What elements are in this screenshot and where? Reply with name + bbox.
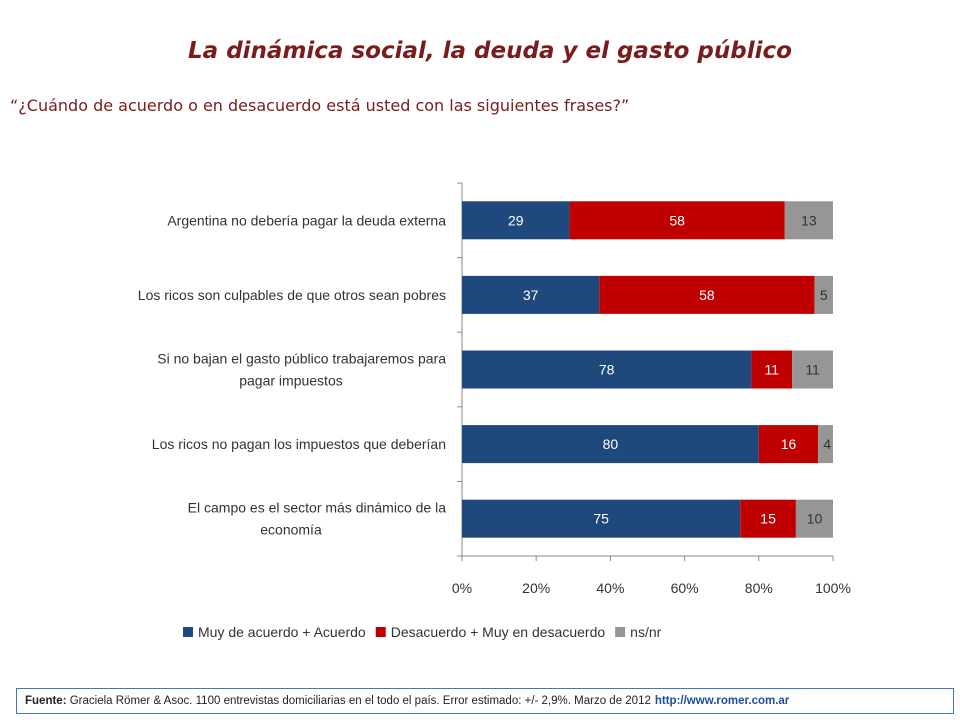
- bar-segment: [462, 201, 570, 240]
- data-label: 11: [805, 362, 820, 378]
- data-label: 29: [508, 212, 524, 228]
- data-label: 75: [593, 511, 609, 527]
- legend-label: Desacuerdo + Muy en desacuerdo: [391, 624, 606, 640]
- stacked-bar-chart: 0% 20% 40% 60% 80% 100% 29 58 13 Argentina no deb…: [138, 182, 851, 640]
- bar-segment: [569, 201, 785, 240]
- footer-text: Graciela Römer & Asoc. 1100 entrevistas …: [69, 695, 651, 707]
- bar-segment: [462, 350, 752, 389]
- legend-label: Muy de acuerdo + Acuerdo: [198, 624, 366, 640]
- category-label: Los ricos no pagan los impuestos que deb…: [152, 436, 446, 452]
- x-tick-label: 80%: [745, 580, 773, 596]
- bar-segment: [814, 275, 833, 314]
- footer-url[interactable]: http://www.romer.com.ar: [654, 695, 790, 707]
- bar-segment: [599, 275, 815, 314]
- x-tick-label: 60%: [671, 580, 699, 596]
- source-footer: Fuente: Graciela Römer & Asoc. 1100 entr…: [16, 688, 954, 714]
- category-label: Argentina no debería pagar la deuda exte…: [167, 212, 446, 228]
- footer-label: Fuente:: [25, 695, 67, 707]
- data-label: 11: [765, 362, 780, 378]
- data-label: 78: [599, 362, 615, 378]
- bar-segment: [462, 425, 759, 464]
- bar-segment: [751, 350, 793, 389]
- x-tick-label: 40%: [596, 580, 624, 596]
- bar-segment: [758, 425, 819, 464]
- bar-segment: [792, 350, 833, 389]
- bar-segment: [818, 425, 833, 464]
- data-label: 80: [603, 436, 619, 452]
- page-title: La dinámica social, la deuda y el gasto …: [188, 38, 792, 64]
- category-label: El campo es el sector más dinámico de la…: [188, 500, 447, 538]
- bar-segment: [462, 499, 741, 538]
- survey-question: “¿Cuándo de acuerdo o en desacuerdo está…: [10, 96, 630, 115]
- data-label: 10: [807, 511, 823, 527]
- data-label: 58: [669, 212, 685, 228]
- data-label: 15: [760, 511, 776, 527]
- bar-segment: [795, 499, 833, 538]
- legend-swatch: [183, 627, 193, 637]
- legend-swatch: [375, 627, 386, 637]
- category-label: Los ricos son culpables de que otros sea…: [138, 287, 446, 303]
- data-label: 13: [801, 212, 817, 228]
- x-tick-label: 0%: [452, 580, 472, 596]
- legend-swatch: [615, 627, 626, 637]
- bar-segment: [740, 499, 796, 538]
- data-label: 4: [823, 436, 831, 452]
- bar-segment: [462, 275, 600, 314]
- category-label: Si no bajan el gasto público trabajaremo…: [157, 351, 446, 389]
- bar-segment: [784, 201, 833, 240]
- data-label: 58: [699, 287, 715, 303]
- data-label: 16: [781, 436, 797, 452]
- legend-label: ns/nr: [630, 624, 661, 640]
- x-tick-label: 20%: [522, 580, 550, 596]
- data-label: 37: [523, 287, 539, 303]
- x-tick-label: 100%: [815, 580, 851, 596]
- data-label: 5: [820, 287, 828, 303]
